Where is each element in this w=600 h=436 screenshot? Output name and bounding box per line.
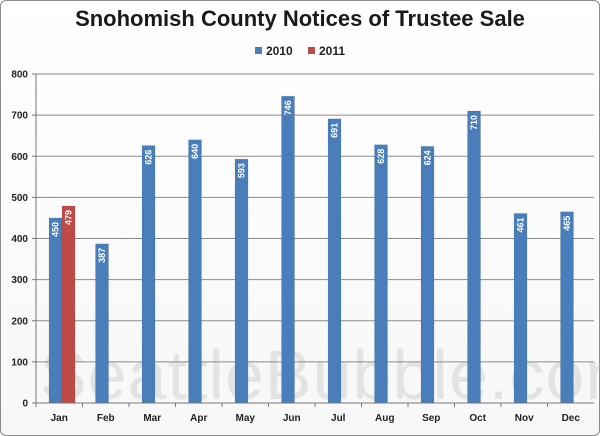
legend-label-2011: 2011 <box>319 44 346 58</box>
axes <box>32 73 594 407</box>
data-label-2010-sep: 624 <box>423 150 433 165</box>
legend-swatch-2010 <box>254 47 262 54</box>
y-tick-label-600: 600 <box>11 152 28 163</box>
gridlines <box>36 73 594 404</box>
x-tick-label-apr: Apr <box>190 413 207 424</box>
x-tick-label-nov: Nov <box>515 413 534 424</box>
legend-label-2010: 2010 <box>265 44 293 58</box>
x-tick-label-may: May <box>236 413 256 424</box>
y-tick-label-500: 500 <box>11 193 28 204</box>
bar-2010-dec <box>560 211 574 404</box>
bar-2010-jun <box>281 95 295 404</box>
bar-2011-jan <box>61 205 76 404</box>
x-tick-label-jun: Jun <box>283 413 301 424</box>
x-tick-label-mar: Mar <box>143 413 161 424</box>
y-tick-label-300: 300 <box>11 275 28 286</box>
bar-2010-mar <box>141 145 156 404</box>
y-tick-label-100: 100 <box>11 357 28 368</box>
chart-title: Snohomish County Notices of Trustee Sale <box>75 6 525 31</box>
chart-legend: 2010 2011 <box>0 44 600 58</box>
bar-2010-apr <box>188 139 202 404</box>
data-label-2011-jan: 479 <box>64 210 74 225</box>
bar-2010-sep <box>420 146 435 404</box>
data-label-2010-mar: 626 <box>144 150 154 165</box>
x-tick-label-dec: Dec <box>562 413 581 424</box>
data-label-2010-jan: 450 <box>51 222 61 237</box>
x-tick-label-aug: Aug <box>375 413 394 424</box>
x-tick-label-sep: Sep <box>422 413 440 424</box>
y-tick-label-200: 200 <box>11 316 28 327</box>
bar-2010-oct <box>467 110 481 404</box>
y-tick-label-400: 400 <box>11 234 28 245</box>
bar-2010-jul <box>327 118 342 404</box>
x-tick-label-jul: Jul <box>331 413 346 424</box>
data-label-2010-dec: 465 <box>562 216 572 231</box>
legend-swatch-2011 <box>308 47 315 54</box>
bar-2010-feb <box>95 243 109 404</box>
x-tick-label-jan: Jan <box>51 413 68 424</box>
data-label-2010-oct: 710 <box>469 115 479 130</box>
x-tick-label-feb: Feb <box>97 413 115 424</box>
data-label-2010-jul: 691 <box>330 123 340 138</box>
data-label-2010-apr: 640 <box>190 144 200 159</box>
bar-2010-jan <box>48 217 63 404</box>
y-tick-label-800: 800 <box>11 70 28 81</box>
x-tick-label-oct: Oct <box>469 413 486 424</box>
y-tick-label-700: 700 <box>11 111 28 122</box>
bar-2010-aug <box>374 144 388 404</box>
data-label-2010-may: 593 <box>237 163 247 178</box>
data-label-2010-aug: 628 <box>376 149 386 164</box>
bar-2010-may <box>234 158 249 404</box>
y-tick-label-0: 0 <box>22 399 28 410</box>
bar-2010-nov <box>513 213 528 404</box>
data-label-2010-feb: 387 <box>97 248 107 263</box>
bars <box>48 95 574 404</box>
data-label-2010-jun: 746 <box>283 100 293 115</box>
legend-item-2011: 2011 <box>308 44 345 58</box>
data-label-2010-nov: 461 <box>516 217 526 232</box>
legend-item-2010: 2010 <box>254 44 293 58</box>
